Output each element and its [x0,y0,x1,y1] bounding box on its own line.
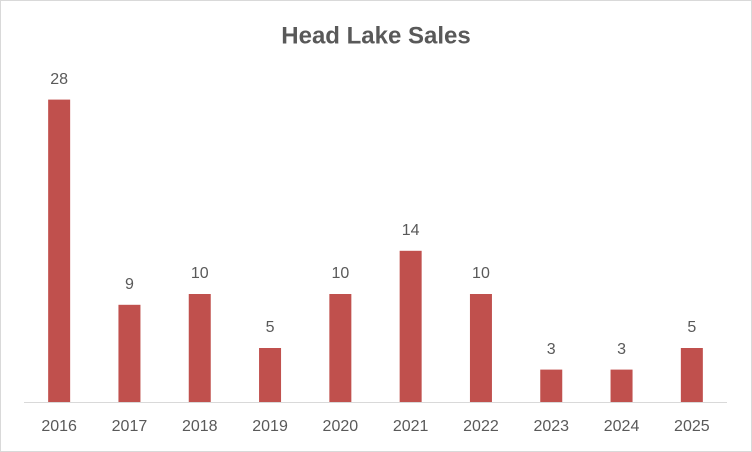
x-tick-label: 2021 [393,418,429,435]
data-label: 10 [331,265,349,282]
bar [48,99,71,402]
data-label: 10 [472,265,490,282]
bar [188,294,211,402]
bar [610,369,633,402]
data-label: 10 [191,265,209,282]
data-label: 14 [402,222,420,239]
chart-title: Head Lake Sales [281,22,470,49]
x-tick-label: 2016 [41,418,77,435]
data-label: 5 [266,319,275,336]
bar [329,294,352,402]
x-tick-label: 2019 [252,418,288,435]
x-tick-label: 2023 [533,418,569,435]
x-tick-label: 2022 [463,418,499,435]
bar [118,304,141,402]
bar [399,250,422,402]
data-label: 9 [125,276,134,293]
data-label: 5 [687,319,696,336]
data-label: 28 [50,71,68,88]
x-tick-label: 2025 [674,418,710,435]
bar [540,369,563,402]
x-tick-label: 2017 [112,418,148,435]
bar [680,348,703,402]
x-tick-label: 2020 [323,418,359,435]
x-tick-label: 2018 [182,418,218,435]
data-label: 3 [547,341,556,358]
data-label: 3 [617,341,626,358]
bar [469,294,492,402]
x-tick-label: 2024 [604,418,640,435]
bar [259,348,282,402]
